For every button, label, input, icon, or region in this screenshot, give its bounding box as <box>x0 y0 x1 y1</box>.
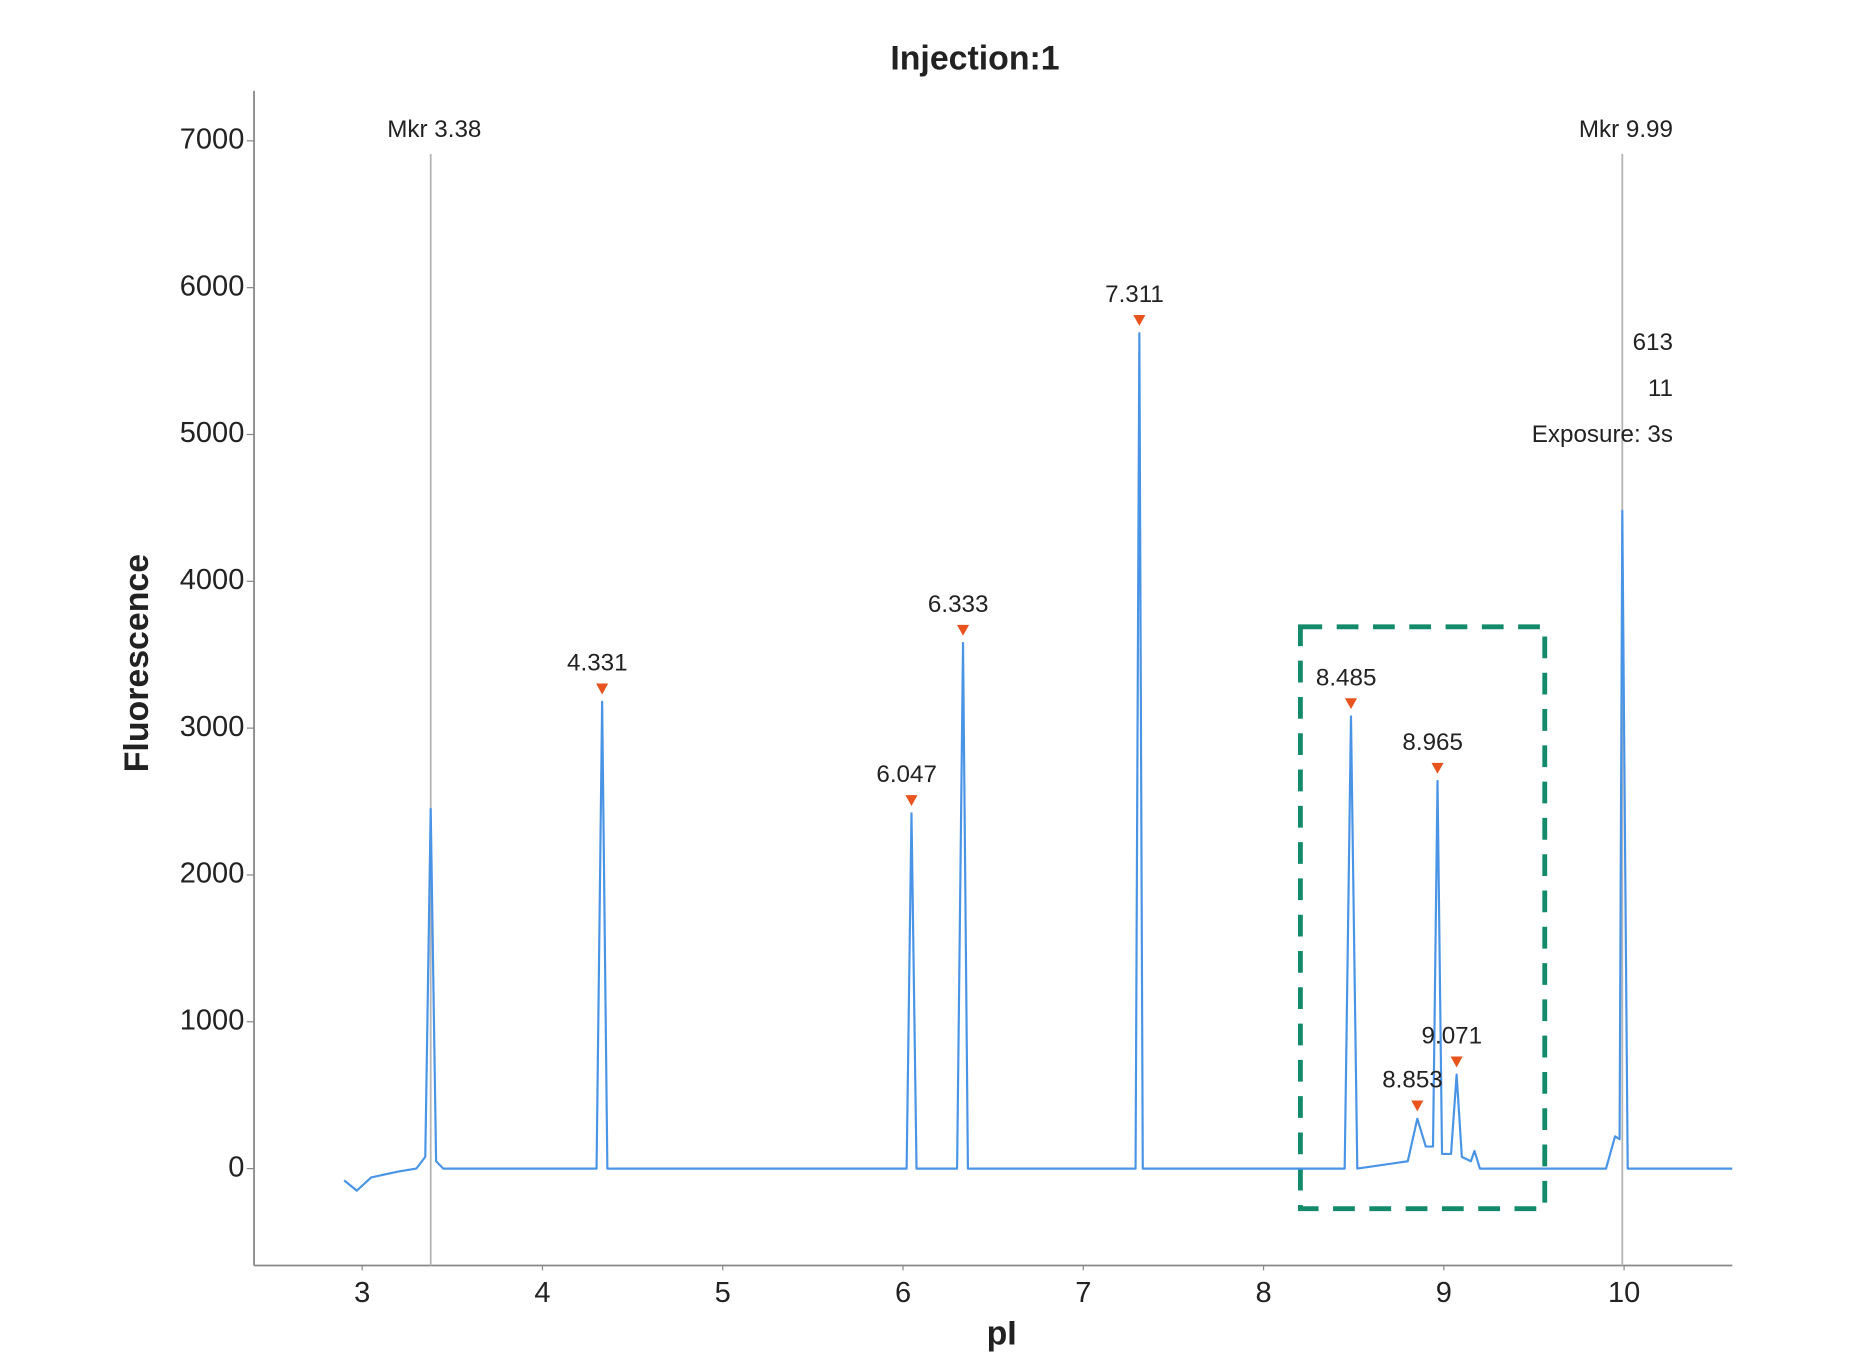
info-text: Exposure: 3s <box>1532 421 1673 448</box>
peak-label: 8.853 <box>1382 1067 1443 1094</box>
x-tick-label: 4 <box>534 1277 550 1309</box>
y-tick-label: 2000 <box>180 858 245 890</box>
x-tick-label: 5 <box>715 1277 731 1309</box>
peak-label: 8.965 <box>1402 729 1463 756</box>
x-tick-label: 7 <box>1075 1277 1091 1309</box>
info-text: 11 <box>1648 375 1673 402</box>
peak-label: 9.071 <box>1422 1023 1483 1050</box>
marker-label: Mkr 9.99 <box>1579 116 1673 143</box>
y-tick-label: 5000 <box>180 417 245 449</box>
x-tick-label: 10 <box>1608 1277 1640 1309</box>
peak-marker <box>1431 762 1444 774</box>
trace <box>343 332 1733 1192</box>
info-text: 613 <box>1633 329 1673 356</box>
y-tick-label: 6000 <box>180 270 245 302</box>
y-axis-label: Fluorescence <box>118 554 156 772</box>
peak-label: 6.047 <box>876 761 937 788</box>
y-tick-label: 0 <box>228 1151 244 1183</box>
x-tick-label: 8 <box>1255 1277 1271 1309</box>
peak-label: 4.331 <box>567 650 628 677</box>
peak-marker <box>1411 1100 1424 1112</box>
peak-label: 8.485 <box>1316 664 1377 691</box>
peak-marker <box>1450 1056 1463 1068</box>
highlight-box <box>1297 624 1548 1212</box>
peak-marker <box>1344 698 1358 710</box>
x-tick-label: 3 <box>354 1277 370 1309</box>
chart-title: Injection:1 <box>890 40 1059 78</box>
y-tick-label: 1000 <box>180 1004 245 1036</box>
y-tick-label: 7000 <box>180 124 245 156</box>
marker-label: Mkr 3.38 <box>387 116 481 143</box>
peak-marker <box>956 624 970 636</box>
x-axis-label: pI <box>987 1315 1017 1353</box>
y-tick-label: 4000 <box>180 564 245 596</box>
peak-marker <box>905 795 918 807</box>
x-tick-label: 9 <box>1436 1277 1452 1309</box>
peak-marker <box>596 683 609 695</box>
x-tick-label: 6 <box>895 1277 911 1309</box>
y-tick-label: 3000 <box>180 711 245 743</box>
peak-marker <box>1133 315 1146 326</box>
peak-label: 6.333 <box>928 591 989 618</box>
peak-label: 7.311 <box>1105 281 1164 308</box>
